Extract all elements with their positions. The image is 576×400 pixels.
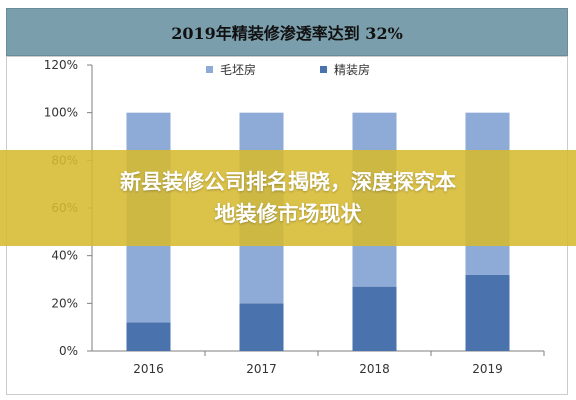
y-tick-label: 20% — [51, 296, 78, 310]
x-tick-label: 2019 — [472, 362, 503, 376]
x-tick-label: 2016 — [133, 362, 164, 376]
legend-label: 精装房 — [334, 62, 370, 77]
headline-line-1: 新县装修公司排名揭晓，深度探究本 — [120, 170, 456, 194]
y-tick-label: 0% — [59, 344, 78, 358]
y-tick-label: 120% — [44, 58, 78, 72]
y-tick-label: 40% — [51, 249, 78, 263]
legend-swatch — [206, 66, 213, 73]
chart-title-band: 2019年精装修渗透率达到 32% — [6, 8, 568, 56]
bar-finished-2017 — [239, 303, 284, 351]
bar-finished-2019 — [465, 274, 510, 351]
y-tick-label: 100% — [44, 106, 78, 120]
legend-swatch — [320, 66, 327, 73]
legend-label: 毛坯房 — [220, 62, 256, 77]
chart-title: 2019年精装修渗透率达到 32% — [171, 24, 403, 43]
headline-line-2: 地装修市场现状 — [214, 202, 362, 226]
bar-finished-2018 — [352, 286, 397, 351]
headline-banner: 新县装修公司排名揭晓，深度探究本 地装修市场现状 — [0, 150, 576, 246]
x-tick-label: 2018 — [359, 362, 390, 376]
x-tick-label: 2017 — [246, 362, 277, 376]
bar-finished-2016 — [126, 322, 171, 351]
